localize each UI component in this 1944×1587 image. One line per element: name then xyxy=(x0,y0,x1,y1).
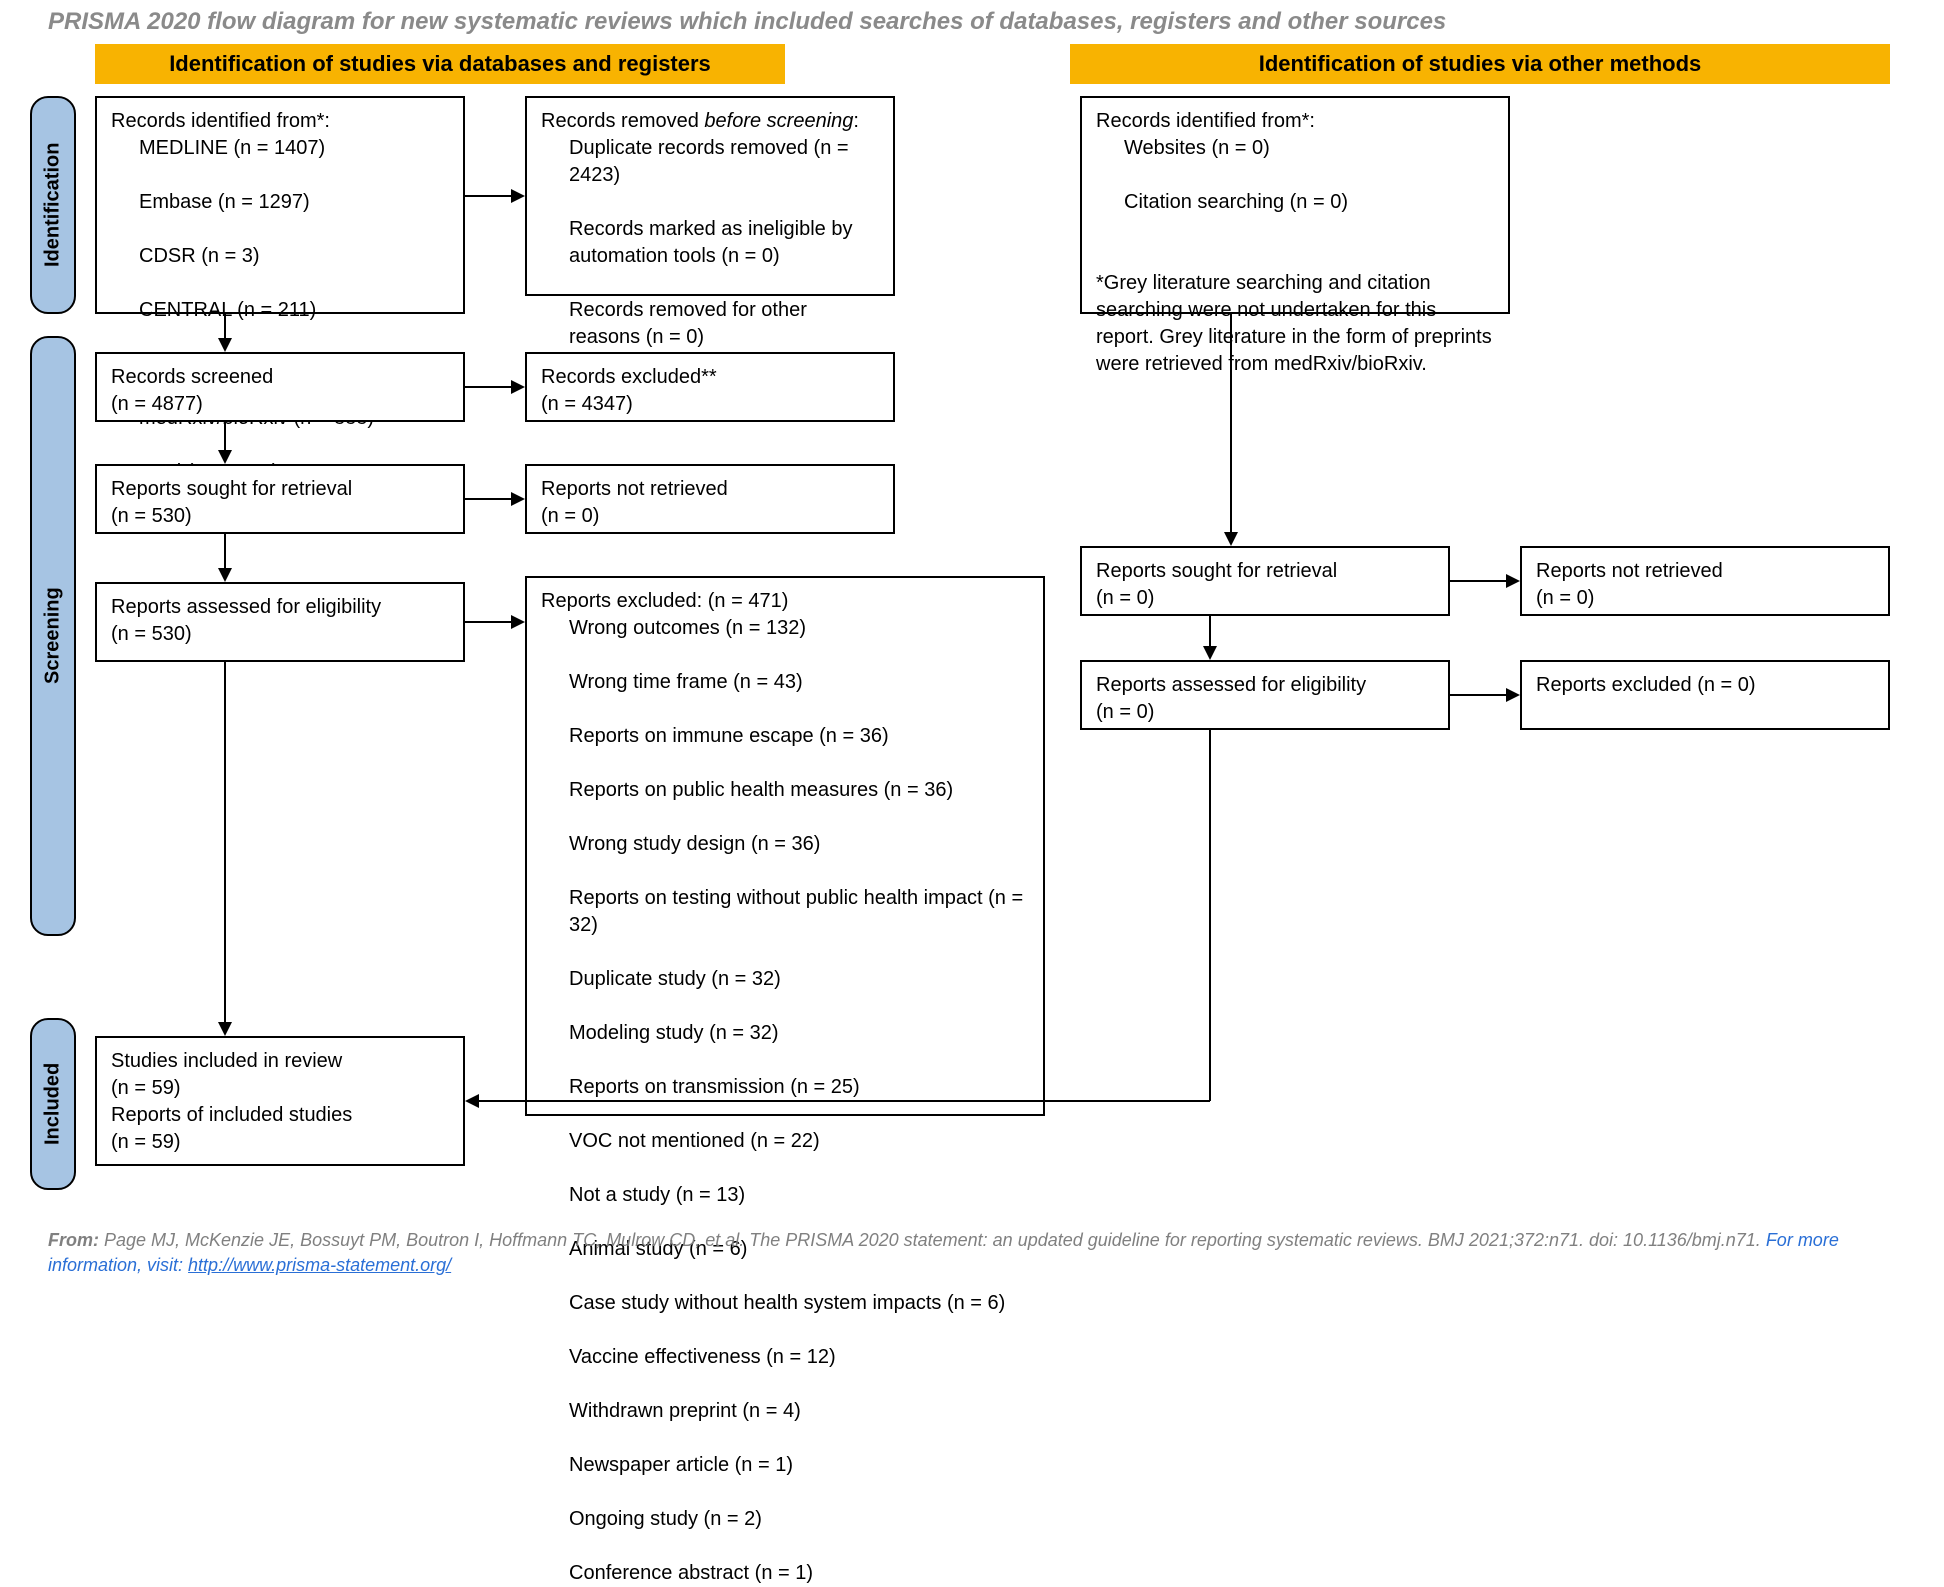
arrow-head xyxy=(511,189,525,203)
arrow-segment xyxy=(465,621,511,623)
box-screened: Records screened(n = 4877) xyxy=(95,352,465,422)
box-excluded_assessed: Reports excluded: (n = 471)Wrong outcome… xyxy=(525,576,1045,1116)
arrow-segment xyxy=(224,662,226,1022)
arrow-segment xyxy=(465,498,511,500)
arrow-segment xyxy=(465,386,511,388)
phase-identification: Identification xyxy=(30,96,76,314)
arrow-segment xyxy=(224,314,226,338)
box-removed_before: Records removed before screening:Duplica… xyxy=(525,96,895,296)
citation-footer: From: Page MJ, McKenzie JE, Bossuyt PM, … xyxy=(48,1228,1896,1277)
arrow-segment xyxy=(1230,314,1232,532)
box-excluded_screen: Records excluded**(n = 4347) xyxy=(525,352,895,422)
arrow-head xyxy=(1224,532,1238,546)
box-included: Studies included in review(n = 59)Report… xyxy=(95,1036,465,1166)
box-not_retrieved_other: Reports not retrieved(n = 0) xyxy=(1520,546,1890,616)
arrow-segment xyxy=(479,1100,1210,1102)
arrow-segment xyxy=(224,422,226,450)
box-identified_other: Records identified from*:Websites (n = 0… xyxy=(1080,96,1510,314)
arrow-head xyxy=(465,1094,479,1108)
box-sought: Reports sought for retrieval(n = 530) xyxy=(95,464,465,534)
arrow-head xyxy=(511,380,525,394)
arrow-head xyxy=(1203,646,1217,660)
diagram-title: PRISMA 2020 flow diagram for new systema… xyxy=(48,8,1446,36)
arrow-head xyxy=(218,450,232,464)
arrow-head xyxy=(511,492,525,506)
arrow-head xyxy=(1506,574,1520,588)
arrow-segment xyxy=(1450,580,1506,582)
arrow-segment xyxy=(1209,730,1211,1101)
banner-right: Identification of studies via other meth… xyxy=(1070,44,1890,84)
arrow-segment xyxy=(224,534,226,568)
box-assessed_other: Reports assessed for eligibility(n = 0) xyxy=(1080,660,1450,730)
arrow-head xyxy=(218,1022,232,1036)
box-identified_db: Records identified from*:MEDLINE (n = 14… xyxy=(95,96,465,314)
arrow-segment xyxy=(465,195,511,197)
box-assessed: Reports assessed for eligibility(n = 530… xyxy=(95,582,465,662)
box-sought_other: Reports sought for retrieval(n = 0) xyxy=(1080,546,1450,616)
arrow-head xyxy=(218,568,232,582)
arrow-head xyxy=(218,338,232,352)
banner-left: Identification of studies via databases … xyxy=(95,44,785,84)
phase-included: Included xyxy=(30,1018,76,1190)
arrow-head xyxy=(511,615,525,629)
arrow-segment xyxy=(1209,616,1211,646)
box-excluded_other: Reports excluded (n = 0) xyxy=(1520,660,1890,730)
phase-screening: Screening xyxy=(30,336,76,936)
box-not_retrieved: Reports not retrieved(n = 0) xyxy=(525,464,895,534)
arrow-segment xyxy=(1450,694,1506,696)
prisma-link[interactable]: http://www.prisma-statement.org/ xyxy=(188,1255,451,1275)
arrow-head xyxy=(1506,688,1520,702)
